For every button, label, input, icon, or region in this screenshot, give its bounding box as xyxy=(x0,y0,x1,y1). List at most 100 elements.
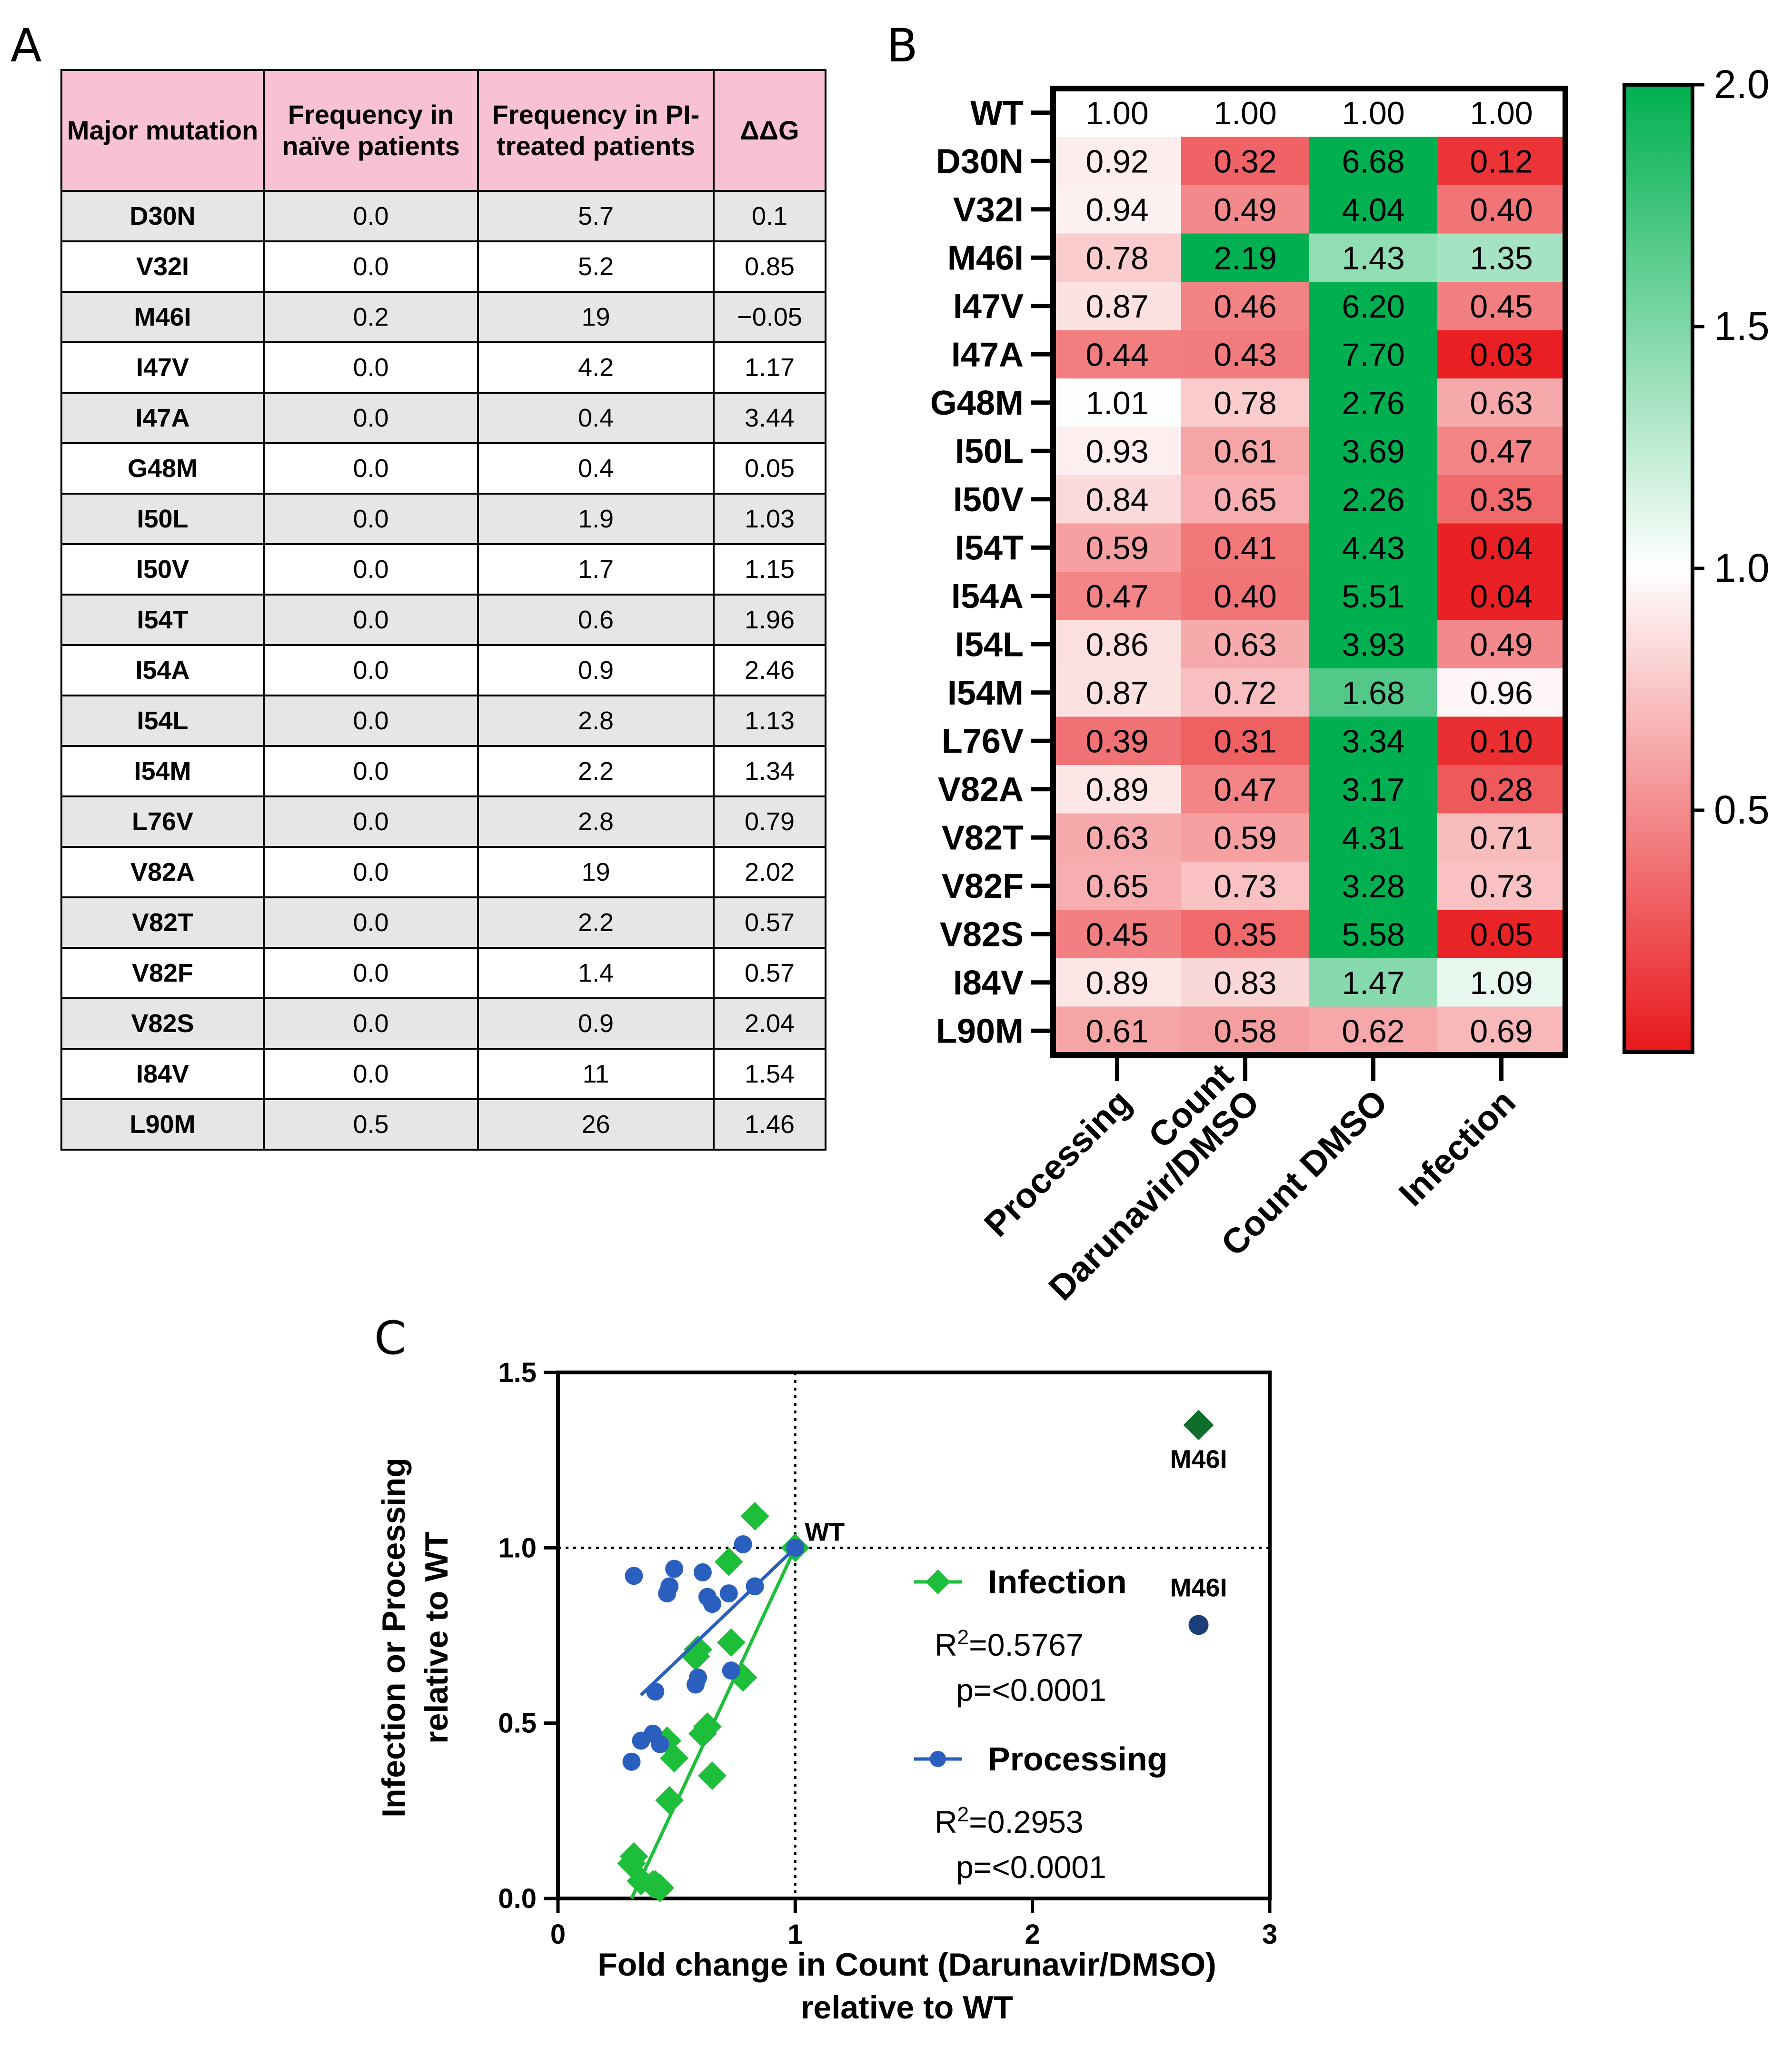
table-header-row: Major mutation Frequency in naïve patien… xyxy=(60,69,826,192)
heatmap-value: 0.69 xyxy=(1470,1013,1533,1049)
heatmap-cell xyxy=(1437,716,1566,765)
heatmap-value: 2.76 xyxy=(1342,385,1404,421)
heatmap-value: 1.00 xyxy=(1085,95,1148,131)
heatmap-cell xyxy=(1309,910,1438,959)
heatmap-cell xyxy=(1053,233,1182,282)
heatmap-value: 0.49 xyxy=(1214,192,1276,228)
heatmap-value: 1.00 xyxy=(1214,95,1276,131)
cell-ddg: 1.15 xyxy=(713,543,826,596)
cell-frequency-pi-treated: 11 xyxy=(477,1048,715,1100)
cell-frequency-naive: 0.0 xyxy=(263,341,479,394)
heatmap-value: 0.89 xyxy=(1085,772,1148,808)
heatmap-cell xyxy=(1437,668,1566,717)
cell-frequency-naive: 0.5 xyxy=(263,1098,479,1151)
cell-ddg: −0.05 xyxy=(713,291,826,343)
scatter-frame xyxy=(556,1371,1272,1900)
heatmap-cell xyxy=(1053,1006,1182,1055)
cell-frequency-pi-treated: 1.7 xyxy=(477,543,715,596)
cell-ddg: 1.46 xyxy=(713,1098,826,1151)
heatmap-cell xyxy=(1181,958,1310,1007)
legend-marker-infection xyxy=(926,1570,950,1594)
panel-letter-b: B xyxy=(886,19,918,72)
heatmap-cell xyxy=(1053,862,1182,910)
heatmap-cell xyxy=(1309,523,1438,572)
heatmap-value: 0.59 xyxy=(1214,820,1276,856)
heatmap-row-label: V32I xyxy=(953,191,1024,229)
heatmap-cell xyxy=(1181,523,1310,572)
heatmap-cell xyxy=(1053,89,1182,137)
heatmap-cell xyxy=(1309,427,1438,476)
heatmap-cell xyxy=(1309,813,1438,862)
cell-mutation: V82S xyxy=(60,997,265,1050)
heatmap-cell xyxy=(1053,523,1182,572)
heatmap-cell xyxy=(1181,330,1310,379)
table-row: L76V 0.0 2.8 0.79 xyxy=(60,795,826,848)
table-row: V82S 0.0 0.9 2.04 xyxy=(60,997,826,1050)
heatmap-row-label: I54T xyxy=(955,529,1024,567)
heatmap-value: 0.73 xyxy=(1470,868,1533,904)
cell-ddg: 1.54 xyxy=(713,1048,826,1100)
fit-line-processing xyxy=(639,1546,796,1697)
data-point-infection xyxy=(627,1867,656,1896)
heatmap-cell xyxy=(1309,958,1438,1007)
data-point-processing xyxy=(746,1577,764,1596)
data-point-processing xyxy=(660,1577,679,1596)
y-axis-title: Infection or Processing xyxy=(376,1458,412,1818)
heatmap-cell xyxy=(1437,620,1566,669)
heatmap-value: 0.92 xyxy=(1085,143,1148,179)
heatmap-cell xyxy=(1053,330,1182,379)
cell-frequency-naive: 0.0 xyxy=(263,997,479,1050)
heatmap-value: 3.28 xyxy=(1342,868,1404,904)
cell-frequency-naive: 0.0 xyxy=(263,695,479,747)
cell-ddg: 0.57 xyxy=(713,947,826,999)
cell-frequency-naive: 0.0 xyxy=(263,1048,479,1100)
cell-frequency-pi-treated: 19 xyxy=(477,291,715,343)
heatmap-row-label: WT xyxy=(970,94,1024,132)
heatmap-value: 0.47 xyxy=(1214,772,1276,808)
heatmap-value: 1.47 xyxy=(1342,965,1404,1001)
heatmap-cell xyxy=(1181,475,1310,524)
heatmap-cell xyxy=(1437,765,1566,814)
data-point-infection xyxy=(697,1761,727,1790)
data-point-processing xyxy=(665,1560,684,1578)
heatmap-value: 0.40 xyxy=(1470,192,1533,228)
heatmap-cell xyxy=(1309,668,1438,717)
heatmap-value: 0.43 xyxy=(1214,337,1276,373)
heatmap-value: 5.51 xyxy=(1342,578,1404,615)
heatmap-value: 0.65 xyxy=(1085,868,1148,904)
heatmap-cell xyxy=(1181,137,1310,186)
heatmap-row-label: V82T xyxy=(942,819,1024,857)
heatmap-value: 5.58 xyxy=(1342,916,1404,953)
table-row: V82F 0.0 1.4 0.57 xyxy=(60,947,826,999)
table-row: D30N 0.0 5.7 0.1 xyxy=(60,190,826,242)
cell-mutation: I47V xyxy=(60,341,265,394)
cell-mutation: I50V xyxy=(60,543,265,596)
data-point-infection xyxy=(740,1502,769,1531)
heatmap-cell xyxy=(1053,716,1182,765)
data-point-processing xyxy=(693,1563,712,1581)
cell-mutation: I54M xyxy=(60,745,265,797)
data-point-infection xyxy=(660,1744,689,1773)
heatmap-value: 0.04 xyxy=(1470,530,1533,566)
heatmap-cell xyxy=(1437,572,1566,620)
heatmap-value: 0.31 xyxy=(1214,723,1276,759)
data-point-infection xyxy=(728,1663,757,1692)
x-axis-title: relative to WT xyxy=(801,1989,1013,2026)
heatmap-cell xyxy=(1053,282,1182,330)
y-tick-label: 0.5 xyxy=(498,1708,537,1739)
heatmap-cell xyxy=(1309,185,1438,234)
x-tick-label: 1 xyxy=(787,1919,803,1950)
cell-ddg: 3.44 xyxy=(713,392,826,444)
r-squared-processing: R2=0.2953 xyxy=(935,1803,1084,1840)
cell-mutation: V82A xyxy=(60,846,265,898)
table-row: I50V 0.0 1.7 1.15 xyxy=(60,543,826,596)
heatmap-value: 0.78 xyxy=(1085,240,1148,276)
cell-frequency-pi-treated: 1.4 xyxy=(477,947,715,999)
cell-mutation: L90M xyxy=(60,1098,265,1151)
heatmap-value: 0.93 xyxy=(1085,433,1148,469)
legend-label-infection: Infection xyxy=(988,1563,1127,1600)
cell-frequency-naive: 0.0 xyxy=(263,543,479,596)
r-squared-infection: R2=0.5767 xyxy=(935,1626,1084,1663)
heatmap-row-label: V82F xyxy=(942,867,1024,905)
heatmap-value: 0.41 xyxy=(1214,530,1276,566)
